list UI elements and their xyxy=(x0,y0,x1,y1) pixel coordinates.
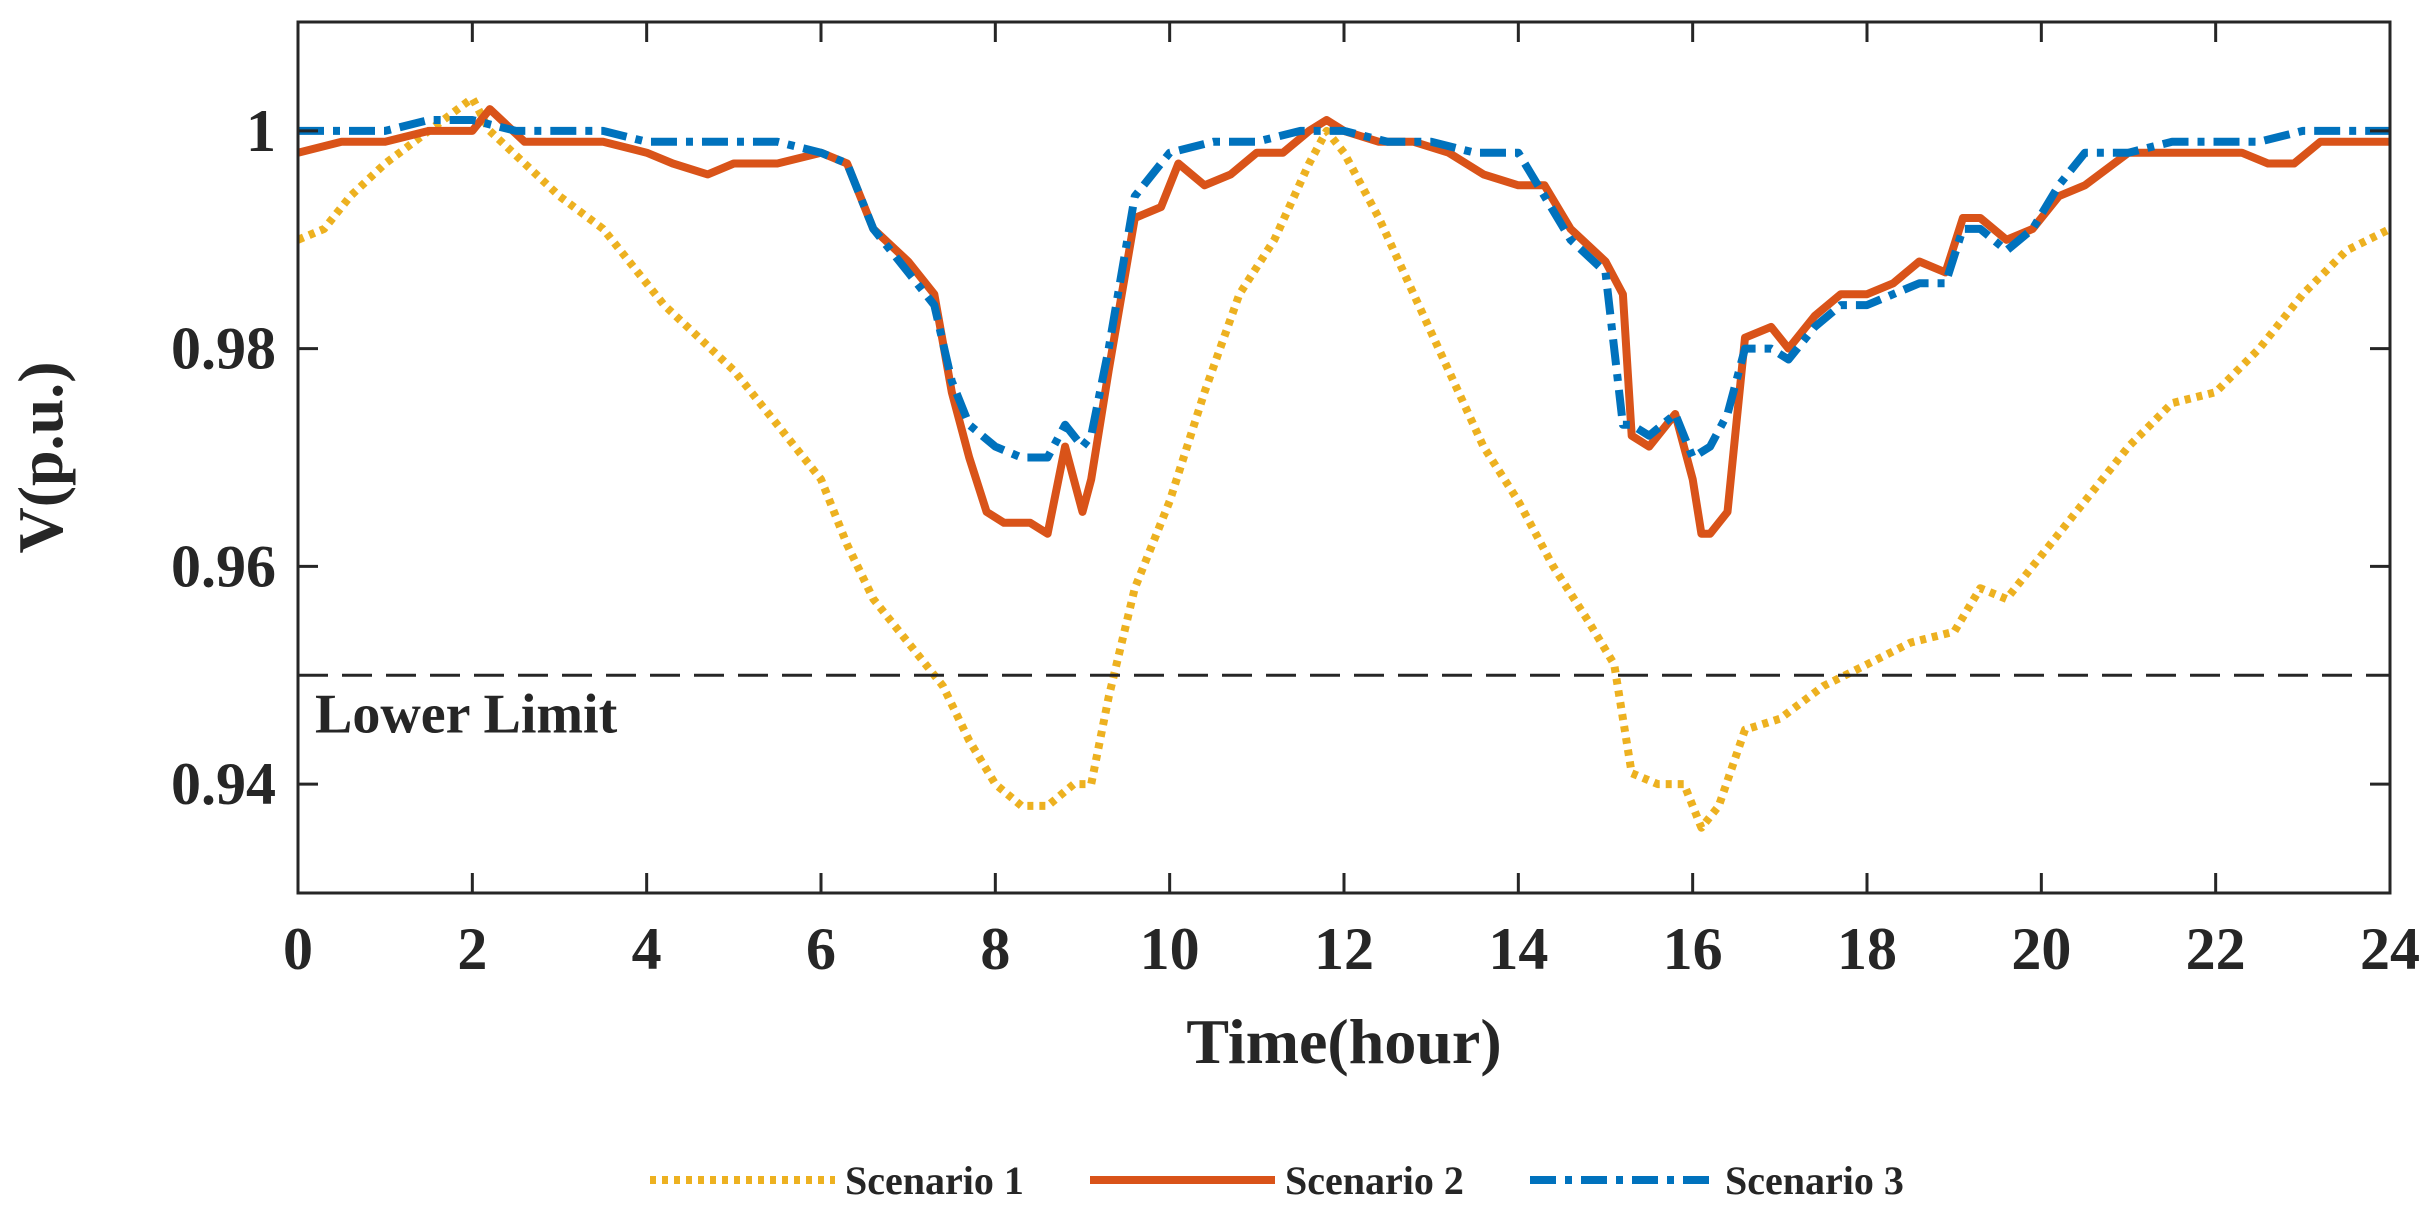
series-line-scenario-3 xyxy=(298,116,2390,462)
legend-label-scenario-1: Scenario 1 xyxy=(845,1158,1024,1203)
y-axis-title: V(p.u.) xyxy=(5,361,76,553)
y-tick-label: 0.94 xyxy=(171,751,276,817)
y-axis: 0.94 0.96 0.98 1 xyxy=(171,98,2390,817)
legend: Scenario 1 Scenario 2 Scenario 3 xyxy=(650,1158,1904,1203)
x-tick-label: 22 xyxy=(2186,916,2246,982)
x-tick-label: 16 xyxy=(1663,916,1723,982)
x-tick-label: 8 xyxy=(980,916,1010,982)
x-tick-label: 0 xyxy=(283,916,313,982)
y-tick-label: 0.98 xyxy=(171,316,276,382)
x-tick-label: 12 xyxy=(1314,916,1374,982)
x-tick-label: 10 xyxy=(1140,916,1200,982)
x-tick-label: 14 xyxy=(1488,916,1548,982)
legend-label-scenario-3: Scenario 3 xyxy=(1725,1158,1904,1203)
x-axis-title: Time(hour) xyxy=(1186,1006,1501,1077)
lower-limit-label: Lower Limit xyxy=(315,683,618,745)
x-axis: 0 2 4 6 8 10 12 14 16 18 20 22 24 xyxy=(283,22,2420,982)
legend-label-scenario-2: Scenario 2 xyxy=(1285,1158,1464,1203)
x-tick-label: 2 xyxy=(457,916,487,982)
x-tick-label: 24 xyxy=(2360,916,2420,982)
series-line-scenario-1 xyxy=(296,94,2392,832)
series-layer xyxy=(296,94,2392,832)
x-tick-label: 18 xyxy=(1837,916,1897,982)
x-tick-label: 6 xyxy=(806,916,836,982)
x-tick-label: 20 xyxy=(2011,916,2071,982)
x-tick-label: 4 xyxy=(632,916,662,982)
series-line-scenario-2 xyxy=(297,105,2390,538)
lower-limit-group: Lower Limit xyxy=(298,673,2390,745)
y-tick-label: 1 xyxy=(246,98,276,164)
y-tick-label: 0.96 xyxy=(171,533,276,599)
